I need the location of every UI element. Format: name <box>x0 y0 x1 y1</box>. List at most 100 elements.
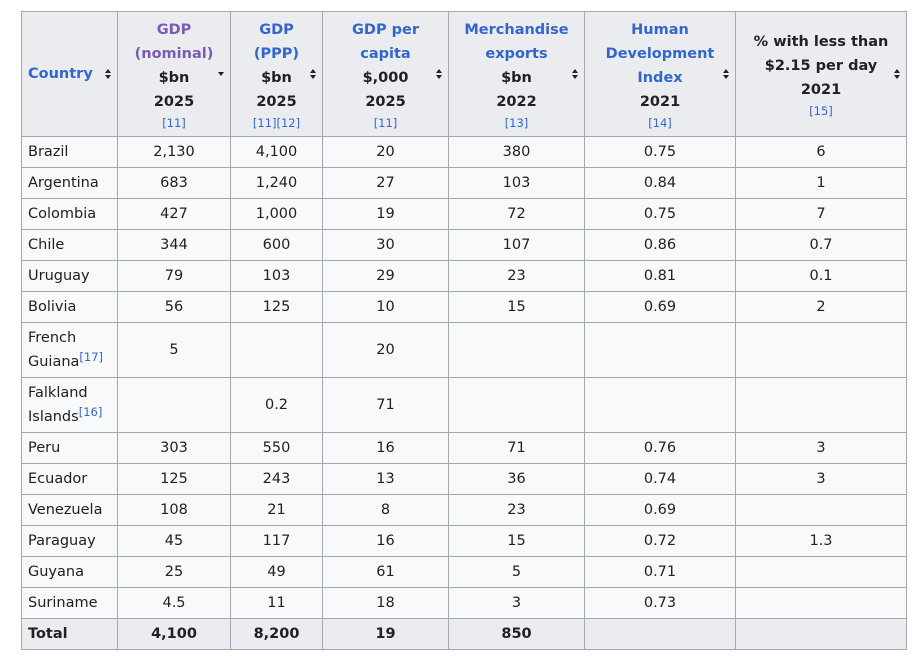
value-cell: 0.86 <box>584 229 736 261</box>
header-label[interactable]: Index <box>637 70 683 86</box>
column-header[interactable]: % with less than $2.15 per day 2021 [15] <box>735 11 907 137</box>
value-cell: 29 <box>322 260 449 292</box>
value-cell: 0.75 <box>584 136 736 168</box>
value-cell <box>735 322 907 378</box>
country-name: Colombia <box>28 206 97 222</box>
header-unit: $bn <box>501 70 532 86</box>
country-cell: Brazil <box>21 136 118 168</box>
header-label[interactable]: Human <box>631 22 689 38</box>
header-label[interactable]: capita <box>360 46 411 62</box>
value-cell: 427 <box>117 198 231 230</box>
value-cell <box>230 322 323 378</box>
country-cell: Paraguay <box>21 525 118 557</box>
column-header[interactable]: Merchandise exports $bn 2022 [13] <box>448 11 585 137</box>
header-unit: $bn <box>158 70 190 86</box>
total-label: Total <box>21 618 118 650</box>
value-cell: 20 <box>322 136 449 168</box>
sort-desc-icon[interactable] <box>218 69 225 79</box>
sort-icon[interactable] <box>894 69 901 79</box>
value-cell: 15 <box>448 525 585 557</box>
sort-icon[interactable] <box>723 69 730 79</box>
value-cell: 2,130 <box>117 136 231 168</box>
footnote-link[interactable]: [17] <box>79 350 104 364</box>
country-name: Ecuador <box>28 471 88 487</box>
value-cell: 1,000 <box>230 198 323 230</box>
country-cell: Venezuela <box>21 494 118 526</box>
total-value: 8,200 <box>230 618 323 650</box>
value-cell: 18 <box>322 587 449 619</box>
column-header[interactable]: Human Development Index 2021 [14] <box>584 11 736 137</box>
value-cell: 243 <box>230 463 323 495</box>
economy-table: Country GDP (nominal) $bn 2025 [11] GDP (PPP) $b… <box>21 11 907 650</box>
value-cell: 4.5 <box>117 587 231 619</box>
value-cell: 23 <box>448 494 585 526</box>
value-cell: 0.1 <box>735 260 907 292</box>
value-cell: 27 <box>322 167 449 199</box>
value-cell: 0.74 <box>584 463 736 495</box>
value-cell: 8 <box>322 494 449 526</box>
value-cell: 71 <box>322 377 449 433</box>
header-label[interactable]: GDP <box>156 22 192 38</box>
value-cell: 10 <box>322 291 449 323</box>
table-row: Brazil 2,130 4,100 20 380 0.75 6 <box>21 136 907 168</box>
sort-icon[interactable] <box>436 69 443 79</box>
country-name: Suriname <box>28 595 98 611</box>
column-header[interactable]: GDP per capita $,000 2025 [11] <box>322 11 449 137</box>
value-cell: 25 <box>117 556 231 588</box>
column-header[interactable]: Country <box>21 11 118 137</box>
value-cell: 0.75 <box>584 198 736 230</box>
reference-link[interactable]: [11][12] <box>252 116 301 130</box>
header-label[interactable]: Development <box>605 46 715 62</box>
value-cell: 36 <box>448 463 585 495</box>
column-header[interactable]: GDP (PPP) $bn 2025 [11][12] <box>230 11 323 137</box>
table-row: Venezuela 108 21 8 23 0.69 <box>21 494 907 526</box>
value-cell: 45 <box>117 525 231 557</box>
country-cell: Uruguay <box>21 260 118 292</box>
value-cell: 103 <box>448 167 585 199</box>
sort-icon[interactable] <box>310 69 317 79</box>
header-year: 2022 <box>496 94 537 110</box>
value-cell <box>117 377 231 433</box>
header-year: 2025 <box>256 94 297 110</box>
sort-icon[interactable] <box>572 69 579 79</box>
table-row: Suriname 4.5 11 18 3 0.73 <box>21 587 907 619</box>
value-cell <box>735 587 907 619</box>
header-label[interactable]: Country <box>28 66 93 82</box>
sort-icon[interactable] <box>105 69 112 79</box>
header-label[interactable]: Merchandise <box>464 22 569 38</box>
header-label[interactable]: GDP <box>259 22 294 38</box>
value-cell: 23 <box>448 260 585 292</box>
value-cell: 4,100 <box>230 136 323 168</box>
value-cell: 125 <box>117 463 231 495</box>
value-cell: 49 <box>230 556 323 588</box>
header-label[interactable]: (PPP) <box>253 46 300 62</box>
value-cell: 600 <box>230 229 323 261</box>
value-cell: 13 <box>322 463 449 495</box>
value-cell: 5 <box>117 322 231 378</box>
reference-link[interactable]: [11] <box>373 116 398 130</box>
header-year: 2025 <box>153 94 195 110</box>
value-cell <box>735 556 907 588</box>
table-row: Peru 303 550 16 71 0.76 3 <box>21 432 907 464</box>
country-cell: Bolivia <box>21 291 118 323</box>
footnote-link[interactable]: [16] <box>78 405 103 419</box>
reference-link[interactable]: [11] <box>162 116 186 130</box>
value-cell: 11 <box>230 587 323 619</box>
country-name: Falkland Islands <box>28 385 88 425</box>
reference-link[interactable]: [15] <box>809 104 833 118</box>
reference-link[interactable]: [13] <box>504 116 529 130</box>
country-cell: Ecuador <box>21 463 118 495</box>
value-cell: 0.76 <box>584 432 736 464</box>
reference-link[interactable]: [14] <box>648 116 672 130</box>
value-cell: 5 <box>448 556 585 588</box>
header-label[interactable]: exports <box>485 46 548 62</box>
total-value <box>584 618 736 650</box>
value-cell: 303 <box>117 432 231 464</box>
header-label[interactable]: GDP per <box>352 22 419 38</box>
table-row: Ecuador 125 243 13 36 0.74 3 <box>21 463 907 495</box>
header-label[interactable]: (nominal) <box>134 46 214 62</box>
column-header[interactable]: GDP (nominal) $bn 2025 [11] <box>117 11 231 137</box>
value-cell <box>735 494 907 526</box>
country-name: French Guiana <box>28 330 80 370</box>
value-cell: 0.69 <box>584 494 736 526</box>
